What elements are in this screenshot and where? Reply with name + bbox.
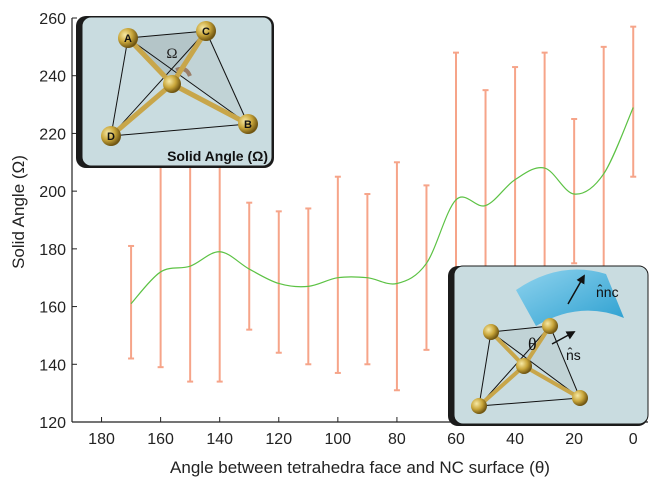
x-axis-ticks: 180 160 140 120 100 80 60 40 20 0 — [88, 417, 638, 448]
face-normal-arrow — [551, 331, 576, 345]
vertex-atom-c — [196, 21, 216, 41]
inset-caption: Solid Angle (Ω) — [167, 148, 268, 164]
center-atom — [163, 75, 181, 93]
solid-angle-cone — [128, 31, 206, 82]
edge — [127, 37, 249, 125]
y-tick-label: 240 — [39, 69, 66, 86]
omega-symbol: Ω — [166, 46, 177, 62]
edge — [205, 30, 249, 125]
bond-stick — [109, 82, 174, 138]
x-tick-label: 140 — [206, 431, 233, 448]
edge — [110, 37, 129, 137]
x-tick-label: 180 — [88, 431, 115, 448]
vertex-label-a: A — [124, 33, 132, 45]
bond-stick — [169, 29, 209, 86]
surface-normal-arrow — [567, 274, 585, 305]
solid-angle-inset: A C D B Ω Solid Angle (Ω) — [76, 16, 274, 168]
y-tick-label: 260 — [39, 11, 66, 28]
surface-angle-inset: n̂nc n̂s θ — [448, 265, 649, 426]
tetra-face — [491, 326, 580, 398]
theta-symbol: θ — [528, 334, 537, 354]
solid-angle-arc — [175, 66, 192, 77]
x-tick-label: 0 — [629, 431, 638, 448]
vertex-atom-b — [238, 114, 258, 134]
edge — [478, 331, 492, 407]
nc-surface-patch — [516, 269, 624, 326]
edge — [478, 397, 581, 407]
edge — [549, 325, 581, 399]
y-tick-label: 200 — [39, 184, 66, 201]
x-tick-label: 100 — [324, 431, 351, 448]
y-tick-label: 220 — [39, 126, 66, 143]
edge — [478, 325, 551, 407]
edge — [110, 123, 249, 137]
y-axis-title: Solid Angle (Ω) — [9, 155, 28, 269]
vertex-label-c: C — [202, 26, 210, 38]
bond-stick — [126, 36, 174, 86]
vertex-label-b: B — [244, 119, 252, 131]
surface-normal-label: n̂nc — [596, 284, 619, 300]
vertex-atom — [483, 324, 499, 340]
y-tick-label: 140 — [39, 357, 66, 374]
surface-illustration: n̂nc n̂s θ — [471, 269, 624, 414]
y-axis-ticks: 120 140 160 180 200 220 240 260 — [39, 11, 77, 432]
x-tick-label: 120 — [265, 431, 292, 448]
series-line — [130, 107, 634, 305]
x-tick-label: 160 — [147, 431, 174, 448]
edge — [490, 325, 551, 333]
vertex-atom — [542, 318, 558, 334]
solid-angle-face — [128, 31, 248, 124]
center-atom — [516, 358, 532, 374]
edge — [110, 30, 207, 137]
y-tick-label: 180 — [39, 242, 66, 259]
x-axis-title: Angle between tetrahedra face and NC sur… — [170, 458, 550, 477]
inset-background — [81, 16, 273, 167]
x-tick-label: 80 — [388, 431, 406, 448]
vertex-atom-d — [101, 126, 121, 146]
vertex-atom — [471, 398, 487, 414]
bond-stick — [523, 364, 581, 400]
tetrahedron-illustration: A C D B Ω — [101, 21, 258, 146]
y-tick-label: 120 — [39, 415, 66, 432]
x-tick-label: 60 — [447, 431, 465, 448]
bond-stick — [170, 81, 250, 127]
bond-stick — [477, 364, 526, 408]
vertex-label-d: D — [107, 131, 115, 143]
vertex-atom — [572, 390, 588, 406]
x-tick-label: 20 — [565, 431, 583, 448]
edge — [490, 331, 581, 399]
face-normal-label: n̂s — [566, 347, 581, 363]
vertex-atom-a — [118, 28, 138, 48]
x-tick-label: 40 — [506, 431, 524, 448]
edge — [127, 30, 207, 39]
y-tick-label: 160 — [39, 300, 66, 317]
